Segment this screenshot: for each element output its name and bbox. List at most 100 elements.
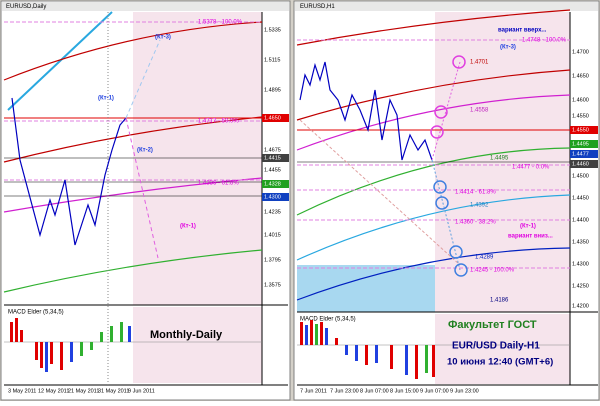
price-path <box>11 97 127 246</box>
target-circle <box>454 263 468 277</box>
price-tick: 1.4500 <box>572 173 589 179</box>
price-box-label: 1.4550 <box>572 127 589 133</box>
price-box <box>570 160 598 168</box>
price-tick: 1.4450 <box>572 195 589 201</box>
date-tick: 7 Jun 2011 <box>300 388 327 394</box>
indicator-label: MACD Elder (5,34,5) <box>8 310 64 316</box>
fibo-label: 1.4245 - 100.0% <box>470 268 515 274</box>
caption: Monthly-Daily <box>150 329 223 341</box>
macd-histogram <box>10 318 131 372</box>
price-tick: 1.4300 <box>572 261 589 267</box>
price-box <box>262 154 289 162</box>
price-box <box>262 193 289 201</box>
target-circle <box>435 196 449 210</box>
macd-histogram <box>300 320 435 379</box>
hist-bar <box>300 322 303 345</box>
hist-bar <box>90 342 93 350</box>
hist-bar <box>415 345 418 379</box>
title-bar <box>295 2 598 11</box>
shaded-zone <box>133 12 262 305</box>
price-tick: 1.4250 <box>572 283 589 289</box>
fibo-label: 1.4717 - 50.0% <box>198 119 239 125</box>
price-box <box>570 126 598 134</box>
hist-bar <box>128 326 131 342</box>
hist-bar <box>345 345 348 355</box>
hist-bar <box>50 342 53 364</box>
right-window: EURUSD,H1 вариант вверх... (Кт-3) 1.4748… <box>293 0 600 401</box>
wave-label: (Кт-1) <box>180 224 196 230</box>
hist-bar <box>40 342 43 368</box>
projection <box>125 117 159 259</box>
target-circle <box>449 245 463 259</box>
trend-line <box>299 119 461 266</box>
hist-bar <box>365 345 368 365</box>
hist-bar <box>15 318 18 342</box>
hist-bar <box>390 345 393 369</box>
price-tick: 1.4895 <box>264 87 281 93</box>
hist-bar <box>405 345 408 375</box>
channel-line <box>3 249 263 293</box>
channel-line <box>3 21 263 81</box>
hist-bar <box>432 345 435 377</box>
price-tick: 1.4700 <box>572 49 589 55</box>
price-box-label: 1.4300 <box>264 194 281 200</box>
hist-bar <box>70 342 73 362</box>
hist-bar <box>110 326 113 342</box>
channel-line <box>3 177 263 213</box>
shaded-zone <box>435 314 570 384</box>
hist-bar <box>355 345 358 361</box>
hist-bar <box>100 332 103 342</box>
caption: 10 июня 12:40 (GMT+6) <box>447 357 553 368</box>
price-tick: 1.5115 <box>264 57 280 63</box>
fibo-label: 1.5378 - 100.0% <box>198 20 243 26</box>
price-tick: 1.4400 <box>572 217 589 223</box>
fibo-label: 1.4360 - 38.2% <box>455 220 496 226</box>
level-label: 1.4392 <box>470 203 489 209</box>
level-label: 1.4289 <box>475 255 494 261</box>
price-tick: 1.4550 <box>572 113 589 119</box>
annotation: вариант вверх... <box>498 28 547 34</box>
price-box-label: 1.4495 <box>572 141 589 147</box>
date-tick: 7 Jun 23:00 <box>330 388 359 394</box>
price-tick: 1.4235 <box>264 209 281 215</box>
date-tick: 9 Jun 07:00 <box>420 388 449 394</box>
date-tick: 9 Jun 2011 <box>128 388 155 394</box>
fibo-label: 1.4336 - 61.8% <box>198 181 239 187</box>
hist-bar <box>120 322 123 342</box>
hist-bar <box>80 342 83 356</box>
hist-bar <box>305 325 308 345</box>
channel-line <box>296 94 571 151</box>
price-box <box>262 180 289 188</box>
left-window: EURUSD,Daily 1.5378 - 100.0% (Кт-3) (Кт-… <box>0 0 291 401</box>
fibo-label: 1.4414 - 61.8% <box>455 190 496 196</box>
price-box <box>262 114 289 122</box>
channel-line <box>296 194 571 261</box>
hist-bar <box>60 342 63 370</box>
projection <box>431 61 461 161</box>
level-label: 1.4701 <box>470 60 489 66</box>
hist-bar <box>375 345 378 363</box>
hist-bar <box>425 345 428 373</box>
window-title: EURUSD,Daily <box>6 4 46 10</box>
window-title: EURUSD,H1 <box>300 4 335 10</box>
date-tick: 9 Jun 23:00 <box>450 388 479 394</box>
wave-label: (Кт-2) <box>137 148 153 154</box>
wave-label: (Кт-1) <box>98 96 114 102</box>
target-circle <box>433 180 447 194</box>
channel-line <box>296 9 571 46</box>
channel-line <box>296 247 571 301</box>
target-circle <box>452 55 466 69</box>
hist-bar <box>320 322 323 345</box>
level-label: 1.4495 <box>490 156 509 162</box>
price-box-label: 1.4650 <box>264 115 281 121</box>
target-circle <box>434 105 448 119</box>
price-box-label: 1.4460 <box>572 161 589 167</box>
date-tick: 12 May 2011 <box>38 388 69 394</box>
level-label: 1.4558 <box>470 108 489 114</box>
price-tick: 1.4015 <box>264 232 281 238</box>
title-bar <box>2 2 289 11</box>
price-tick: 1.3575 <box>264 282 281 288</box>
hist-bar <box>10 322 13 342</box>
projection <box>431 159 461 271</box>
